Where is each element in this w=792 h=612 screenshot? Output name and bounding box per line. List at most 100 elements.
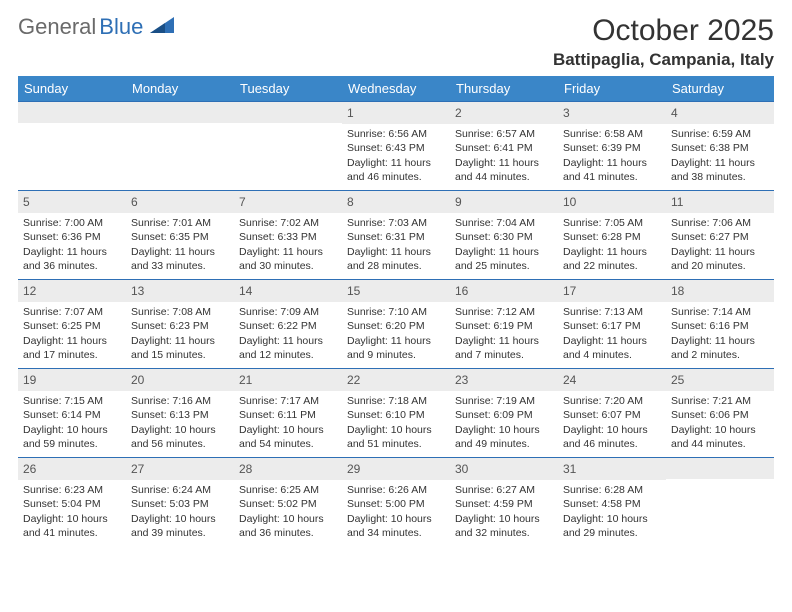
weekday-header: Wednesday bbox=[342, 76, 450, 101]
day-daylight2: and 9 minutes. bbox=[347, 348, 445, 362]
day-number: 2 bbox=[450, 102, 558, 124]
day-number: 14 bbox=[234, 280, 342, 302]
day-sunrise: Sunrise: 6:27 AM bbox=[455, 483, 553, 497]
day-number: 1 bbox=[342, 102, 450, 124]
day-cell: 16Sunrise: 7:12 AMSunset: 6:19 PMDayligh… bbox=[450, 280, 558, 368]
day-number: 11 bbox=[666, 191, 774, 213]
day-daylight2: and 2 minutes. bbox=[671, 348, 769, 362]
day-sunrise: Sunrise: 6:24 AM bbox=[131, 483, 229, 497]
weekday-header: Monday bbox=[126, 76, 234, 101]
day-cell bbox=[126, 102, 234, 190]
day-sunrise: Sunrise: 7:13 AM bbox=[563, 305, 661, 319]
day-daylight2: and 30 minutes. bbox=[239, 259, 337, 273]
day-cell: 1Sunrise: 6:56 AMSunset: 6:43 PMDaylight… bbox=[342, 102, 450, 190]
day-details: Sunrise: 7:18 AMSunset: 6:10 PMDaylight:… bbox=[342, 391, 450, 455]
day-daylight2: and 38 minutes. bbox=[671, 170, 769, 184]
day-daylight2: and 15 minutes. bbox=[131, 348, 229, 362]
day-sunset: Sunset: 6:38 PM bbox=[671, 141, 769, 155]
day-cell: 26Sunrise: 6:23 AMSunset: 5:04 PMDayligh… bbox=[18, 458, 126, 546]
day-sunrise: Sunrise: 7:16 AM bbox=[131, 394, 229, 408]
day-daylight2: and 28 minutes. bbox=[347, 259, 445, 273]
day-number: 28 bbox=[234, 458, 342, 480]
day-number: 26 bbox=[18, 458, 126, 480]
day-details: Sunrise: 7:07 AMSunset: 6:25 PMDaylight:… bbox=[18, 302, 126, 366]
day-daylight2: and 34 minutes. bbox=[347, 526, 445, 540]
day-sunrise: Sunrise: 6:56 AM bbox=[347, 127, 445, 141]
day-sunset: Sunset: 6:16 PM bbox=[671, 319, 769, 333]
day-details: Sunrise: 6:25 AMSunset: 5:02 PMDaylight:… bbox=[234, 480, 342, 544]
day-sunrise: Sunrise: 7:01 AM bbox=[131, 216, 229, 230]
day-number: 24 bbox=[558, 369, 666, 391]
day-daylight1: Daylight: 10 hours bbox=[455, 423, 553, 437]
day-number: 18 bbox=[666, 280, 774, 302]
day-number: 10 bbox=[558, 191, 666, 213]
day-cell: 31Sunrise: 6:28 AMSunset: 4:58 PMDayligh… bbox=[558, 458, 666, 546]
day-cell bbox=[18, 102, 126, 190]
day-daylight1: Daylight: 10 hours bbox=[239, 512, 337, 526]
day-details: Sunrise: 7:17 AMSunset: 6:11 PMDaylight:… bbox=[234, 391, 342, 455]
day-sunrise: Sunrise: 7:00 AM bbox=[23, 216, 121, 230]
day-daylight1: Daylight: 10 hours bbox=[23, 423, 121, 437]
week-row: 26Sunrise: 6:23 AMSunset: 5:04 PMDayligh… bbox=[18, 457, 774, 546]
day-sunset: Sunset: 6:11 PM bbox=[239, 408, 337, 422]
day-sunrise: Sunrise: 7:20 AM bbox=[563, 394, 661, 408]
weekday-header: Thursday bbox=[450, 76, 558, 101]
day-cell: 25Sunrise: 7:21 AMSunset: 6:06 PMDayligh… bbox=[666, 369, 774, 457]
day-sunset: Sunset: 6:30 PM bbox=[455, 230, 553, 244]
month-title: October 2025 bbox=[553, 14, 774, 48]
day-details: Sunrise: 7:13 AMSunset: 6:17 PMDaylight:… bbox=[558, 302, 666, 366]
day-number: 23 bbox=[450, 369, 558, 391]
day-number: 13 bbox=[126, 280, 234, 302]
day-daylight1: Daylight: 11 hours bbox=[455, 334, 553, 348]
day-cell: 7Sunrise: 7:02 AMSunset: 6:33 PMDaylight… bbox=[234, 191, 342, 279]
day-daylight2: and 22 minutes. bbox=[563, 259, 661, 273]
day-details: Sunrise: 6:23 AMSunset: 5:04 PMDaylight:… bbox=[18, 480, 126, 544]
day-number: 31 bbox=[558, 458, 666, 480]
day-cell: 5Sunrise: 7:00 AMSunset: 6:36 PMDaylight… bbox=[18, 191, 126, 279]
day-number: 8 bbox=[342, 191, 450, 213]
day-sunrise: Sunrise: 7:10 AM bbox=[347, 305, 445, 319]
day-sunset: Sunset: 6:17 PM bbox=[563, 319, 661, 333]
day-sunrise: Sunrise: 7:06 AM bbox=[671, 216, 769, 230]
day-daylight1: Daylight: 10 hours bbox=[347, 512, 445, 526]
day-cell: 9Sunrise: 7:04 AMSunset: 6:30 PMDaylight… bbox=[450, 191, 558, 279]
day-daylight1: Daylight: 11 hours bbox=[563, 245, 661, 259]
day-sunrise: Sunrise: 7:21 AM bbox=[671, 394, 769, 408]
day-cell: 23Sunrise: 7:19 AMSunset: 6:09 PMDayligh… bbox=[450, 369, 558, 457]
weekday-header: Sunday bbox=[18, 76, 126, 101]
day-cell: 17Sunrise: 7:13 AMSunset: 6:17 PMDayligh… bbox=[558, 280, 666, 368]
location-label: Battipaglia, Campania, Italy bbox=[553, 50, 774, 70]
day-cell: 3Sunrise: 6:58 AMSunset: 6:39 PMDaylight… bbox=[558, 102, 666, 190]
day-sunset: Sunset: 6:09 PM bbox=[455, 408, 553, 422]
day-cell: 6Sunrise: 7:01 AMSunset: 6:35 PMDaylight… bbox=[126, 191, 234, 279]
day-details: Sunrise: 7:20 AMSunset: 6:07 PMDaylight:… bbox=[558, 391, 666, 455]
day-sunrise: Sunrise: 7:05 AM bbox=[563, 216, 661, 230]
day-details: Sunrise: 7:04 AMSunset: 6:30 PMDaylight:… bbox=[450, 213, 558, 277]
day-daylight1: Daylight: 11 hours bbox=[239, 245, 337, 259]
day-number: 3 bbox=[558, 102, 666, 124]
day-details: Sunrise: 6:59 AMSunset: 6:38 PMDaylight:… bbox=[666, 124, 774, 188]
day-details: Sunrise: 7:12 AMSunset: 6:19 PMDaylight:… bbox=[450, 302, 558, 366]
day-details: Sunrise: 7:16 AMSunset: 6:13 PMDaylight:… bbox=[126, 391, 234, 455]
day-number: 4 bbox=[666, 102, 774, 124]
day-sunset: Sunset: 6:41 PM bbox=[455, 141, 553, 155]
day-number: 17 bbox=[558, 280, 666, 302]
day-sunset: Sunset: 5:03 PM bbox=[131, 497, 229, 511]
day-daylight1: Daylight: 11 hours bbox=[131, 334, 229, 348]
day-cell: 30Sunrise: 6:27 AMSunset: 4:59 PMDayligh… bbox=[450, 458, 558, 546]
day-daylight1: Daylight: 10 hours bbox=[347, 423, 445, 437]
day-sunset: Sunset: 6:19 PM bbox=[455, 319, 553, 333]
day-cell: 29Sunrise: 6:26 AMSunset: 5:00 PMDayligh… bbox=[342, 458, 450, 546]
weekday-header: Saturday bbox=[666, 76, 774, 101]
week-row: 12Sunrise: 7:07 AMSunset: 6:25 PMDayligh… bbox=[18, 279, 774, 368]
day-daylight2: and 39 minutes. bbox=[131, 526, 229, 540]
day-details: Sunrise: 7:02 AMSunset: 6:33 PMDaylight:… bbox=[234, 213, 342, 277]
day-sunset: Sunset: 6:33 PM bbox=[239, 230, 337, 244]
day-sunrise: Sunrise: 7:09 AM bbox=[239, 305, 337, 319]
day-sunrise: Sunrise: 7:03 AM bbox=[347, 216, 445, 230]
day-daylight2: and 33 minutes. bbox=[131, 259, 229, 273]
day-daylight2: and 4 minutes. bbox=[563, 348, 661, 362]
day-cell: 13Sunrise: 7:08 AMSunset: 6:23 PMDayligh… bbox=[126, 280, 234, 368]
day-daylight1: Daylight: 11 hours bbox=[23, 245, 121, 259]
day-daylight2: and 54 minutes. bbox=[239, 437, 337, 451]
